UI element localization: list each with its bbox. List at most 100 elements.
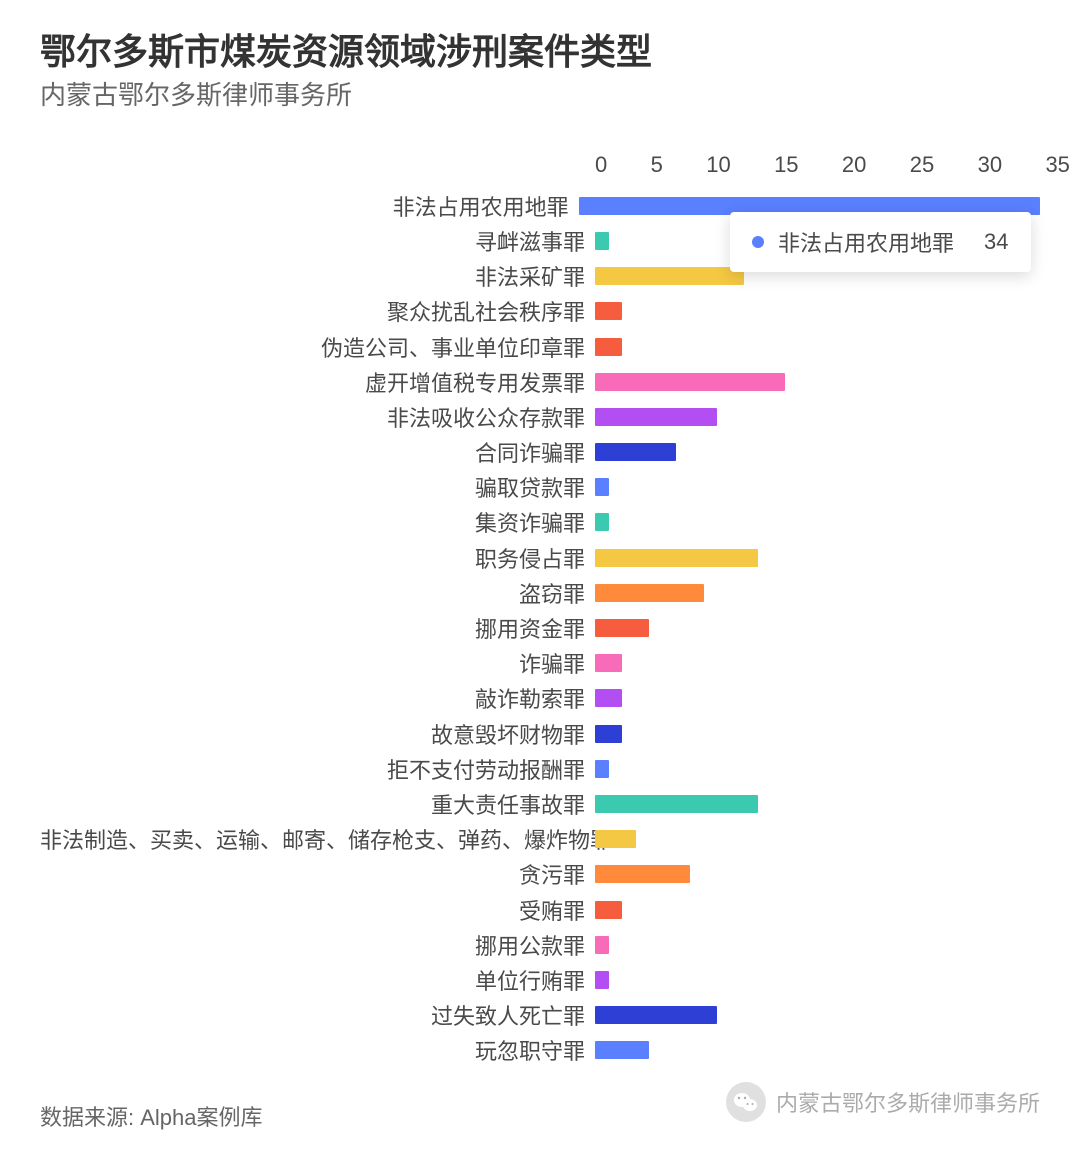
bar-row: 聚众扰乱社会秩序罪 — [40, 294, 1040, 329]
bar-row: 过失致人死亡罪 — [40, 998, 1040, 1033]
bar-row: 玩忽职守罪 — [40, 1033, 1040, 1068]
bar[interactable] — [595, 338, 622, 356]
bar-row: 非法吸收公众存款罪 — [40, 399, 1040, 434]
bar-label: 非法采矿罪 — [40, 260, 595, 292]
bar-track — [595, 610, 1040, 645]
bar-track — [595, 540, 1040, 575]
bar-label: 盗窃罪 — [40, 577, 595, 609]
bar[interactable] — [595, 478, 609, 496]
bar-label: 聚众扰乱社会秩序罪 — [40, 295, 595, 327]
bar-label: 集资诈骗罪 — [40, 506, 595, 538]
bar[interactable] — [595, 267, 744, 285]
bar[interactable] — [595, 443, 676, 461]
bar-track — [595, 399, 1040, 434]
watermark-text: 内蒙古鄂尔多斯律师事务所 — [776, 1086, 1040, 1118]
bar[interactable] — [595, 232, 609, 250]
bar-row: 重大责任事故罪 — [40, 786, 1040, 821]
bar-row: 伪造公司、事业单位印章罪 — [40, 329, 1040, 364]
bar[interactable] — [595, 408, 717, 426]
bar[interactable] — [595, 725, 622, 743]
bar-label: 职务侵占罪 — [40, 542, 595, 574]
bar[interactable] — [595, 760, 609, 778]
bar-label: 故意毁坏财物罪 — [40, 718, 595, 750]
bar-label: 寻衅滋事罪 — [40, 225, 595, 257]
bar[interactable] — [595, 865, 690, 883]
bar-track — [595, 470, 1040, 505]
bar-label: 非法占用农用地罪 — [40, 190, 579, 222]
bar[interactable] — [595, 654, 622, 672]
bar-track — [595, 998, 1040, 1033]
bar[interactable] — [595, 1041, 649, 1059]
x-axis-ticks: 0 5 10 15 20 25 30 35 — [595, 152, 1070, 180]
tooltip-dot-icon — [752, 236, 764, 248]
bar-label: 贪污罪 — [40, 858, 595, 890]
bar-row: 单位行贿罪 — [40, 962, 1040, 997]
chart-subtitle: 内蒙古鄂尔多斯律师事务所 — [40, 75, 1040, 112]
bar[interactable] — [595, 549, 758, 567]
x-tick: 25 — [910, 152, 934, 180]
data-source-footer: 数据来源: Alpha案例库 — [40, 1100, 263, 1132]
bar[interactable] — [595, 373, 785, 391]
bar-label: 非法制造、买卖、运输、邮寄、储存枪支、弹药、爆炸物罪 — [40, 823, 595, 855]
bar-row: 盗窃罪 — [40, 575, 1040, 610]
bar[interactable] — [595, 901, 622, 919]
x-tick: 30 — [978, 152, 1002, 180]
bar-track — [595, 822, 1040, 857]
bar-row: 虚开增值税专用发票罪 — [40, 364, 1040, 399]
bar-label: 受贿罪 — [40, 894, 595, 926]
bar-track — [595, 646, 1040, 681]
bar[interactable] — [595, 513, 609, 531]
x-tick: 10 — [706, 152, 730, 180]
x-tick: 15 — [774, 152, 798, 180]
bar[interactable] — [595, 619, 649, 637]
x-tick: 5 — [651, 152, 663, 180]
bar[interactable] — [595, 584, 704, 602]
bar[interactable] — [595, 689, 622, 707]
bar-row: 挪用资金罪 — [40, 610, 1040, 645]
bar-row: 拒不支付劳动报酬罪 — [40, 751, 1040, 786]
bar-row: 敲诈勒索罪 — [40, 681, 1040, 716]
bar-track — [595, 575, 1040, 610]
bar-row: 合同诈骗罪 — [40, 435, 1040, 470]
chart-title: 鄂尔多斯市煤炭资源领域涉刑案件类型 — [40, 30, 1040, 73]
x-tick: 35 — [1045, 152, 1069, 180]
bar-label: 玩忽职守罪 — [40, 1034, 595, 1066]
bar-track — [595, 435, 1040, 470]
bar[interactable] — [595, 1006, 717, 1024]
bar-label: 过失致人死亡罪 — [40, 999, 595, 1031]
bar-row: 诈骗罪 — [40, 646, 1040, 681]
bar-label: 重大责任事故罪 — [40, 788, 595, 820]
wechat-icon — [726, 1082, 766, 1122]
bar-label: 合同诈骗罪 — [40, 436, 595, 468]
bar-track — [595, 1033, 1040, 1068]
plot-area: 非法占用农用地罪寻衅滋事罪非法采矿罪聚众扰乱社会秩序罪伪造公司、事业单位印章罪虚… — [40, 188, 1040, 1068]
bar-row: 非法制造、买卖、运输、邮寄、储存枪支、弹药、爆炸物罪 — [40, 822, 1040, 857]
bar-row: 集资诈骗罪 — [40, 505, 1040, 540]
bar-track — [595, 329, 1040, 364]
bar[interactable] — [595, 830, 636, 848]
bar-track — [595, 364, 1040, 399]
bar[interactable] — [595, 795, 758, 813]
bar-track — [595, 786, 1040, 821]
tooltip: 非法占用农用地罪 34 — [730, 212, 1031, 272]
bar-label: 单位行贿罪 — [40, 964, 595, 996]
bar-label: 虚开增值税专用发票罪 — [40, 366, 595, 398]
bar-label: 拒不支付劳动报酬罪 — [40, 753, 595, 785]
x-tick: 0 — [595, 152, 607, 180]
bar-row: 挪用公款罪 — [40, 927, 1040, 962]
chart-container: 05101520253035 非法占用农用地罪寻衅滋事罪非法采矿罪聚众扰乱社会秩… — [40, 152, 1040, 1072]
bar-track — [595, 857, 1040, 892]
bar-label: 非法吸收公众存款罪 — [40, 401, 595, 433]
bar-label: 骗取贷款罪 — [40, 471, 595, 503]
bar[interactable] — [595, 936, 609, 954]
bar-track — [595, 294, 1040, 329]
bar[interactable] — [595, 302, 622, 320]
x-tick: 20 — [842, 152, 866, 180]
bar-label: 伪造公司、事业单位印章罪 — [40, 331, 595, 363]
bar-track — [595, 505, 1040, 540]
bar-row: 受贿罪 — [40, 892, 1040, 927]
watermark: 内蒙古鄂尔多斯律师事务所 — [726, 1082, 1040, 1122]
bar-track — [595, 927, 1040, 962]
bar[interactable] — [595, 971, 609, 989]
bar-label: 诈骗罪 — [40, 647, 595, 679]
